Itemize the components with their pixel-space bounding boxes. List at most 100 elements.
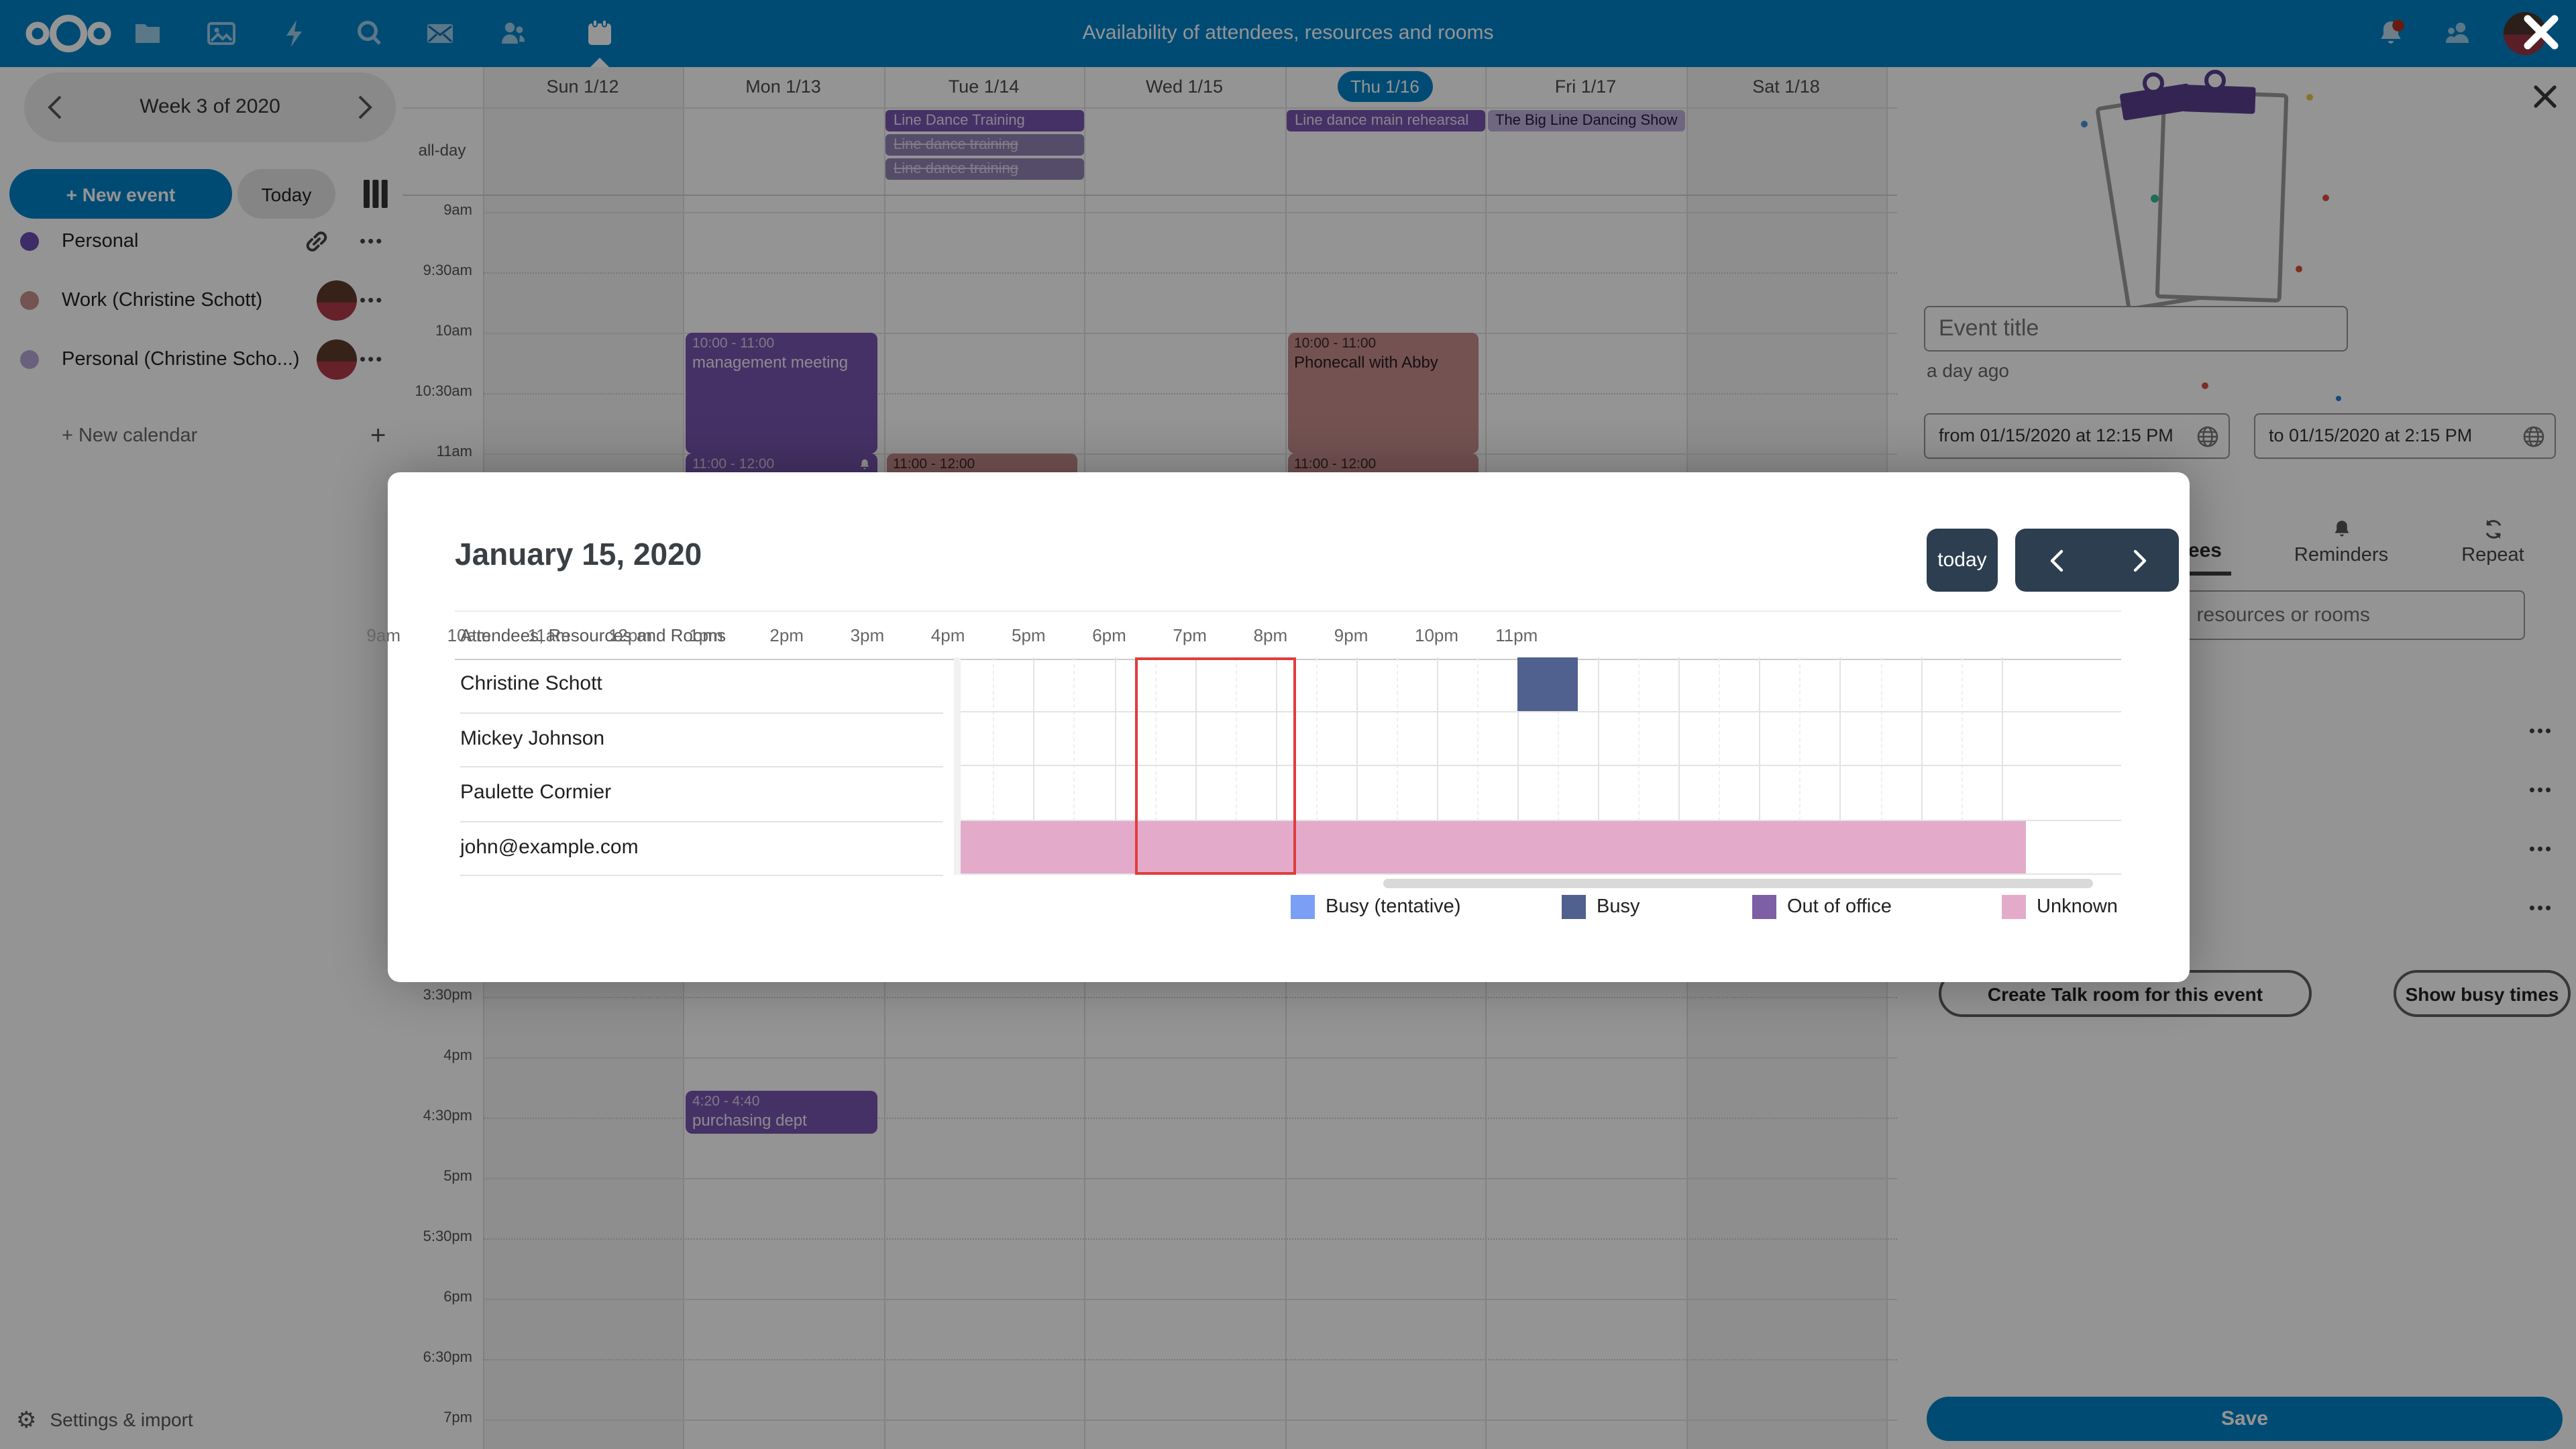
new-calendar-plus-icon[interactable]: + <box>370 421 386 451</box>
all-day-event[interactable]: Line Dance Training <box>885 110 1083 131</box>
hour-gridline <box>1114 657 1116 875</box>
half-hour-gridline <box>1638 657 1640 875</box>
contacts-menu-icon[interactable] <box>2442 17 2474 50</box>
previous-day-icon[interactable] <box>2045 547 2072 574</box>
previous-week-icon[interactable] <box>40 91 72 123</box>
horizontal-scrollbar[interactable] <box>1383 879 2093 888</box>
day-header[interactable]: Wed 1/15 <box>1145 76 1224 97</box>
all-day-event[interactable]: Line dance training <box>885 158 1083 180</box>
calendar-name: Personal (Christine Scho...) <box>62 349 300 370</box>
calendar-owner-avatar <box>317 280 357 321</box>
tab-reminders[interactable]: Reminders <box>2281 518 2402 566</box>
calendar-list-item[interactable]: Personal (Christine Scho...) ••• <box>0 330 402 389</box>
time-gutter-label: 10:30am <box>415 384 472 400</box>
event-time: 11:00 - 12:00 <box>692 456 775 472</box>
mail-icon[interactable] <box>424 17 456 50</box>
view-toggle-icon[interactable] <box>364 180 388 208</box>
calendar-event[interactable]: 10:00 - 11:00 Phonecall with Abby <box>1287 333 1479 453</box>
all-day-event[interactable]: Line dance training <box>885 134 1083 156</box>
week-label[interactable]: Week 3 of 2020 <box>140 95 280 118</box>
nextcloud-logo[interactable] <box>24 11 113 56</box>
share-link-icon[interactable] <box>301 225 333 258</box>
to-datetime-field[interactable]: to 01/15/2020 at 2:15 PM <box>2254 413 2556 459</box>
modal-today-button[interactable]: today <box>1927 529 1998 592</box>
confetti-dot <box>2336 396 2341 401</box>
last-modified-label: a day ago <box>1927 360 2009 381</box>
availability-timeline-grid[interactable] <box>961 657 2121 875</box>
calendar-list-item[interactable]: Work (Christine Schott) ••• <box>0 271 402 330</box>
timeline-tick-label: 11am <box>527 625 570 645</box>
contacts-icon[interactable] <box>496 17 529 50</box>
tab-repeat[interactable]: Repeat <box>2432 518 2553 566</box>
day-header[interactable]: Thu 1/16 <box>1285 67 1485 107</box>
search-icon[interactable] <box>353 17 385 50</box>
attendee-row-menu-icon[interactable]: ••• <box>2528 898 2554 918</box>
calendar-actions-menu-icon[interactable]: ••• <box>360 349 384 369</box>
selected-timeslot-outline[interactable] <box>1134 657 1296 875</box>
settings-import-button[interactable]: ⚙ Settings & import <box>16 1407 193 1433</box>
timezone-globe-icon[interactable] <box>2522 425 2545 448</box>
calendar-event[interactable]: 10:00 - 11:00 management meeting <box>686 333 877 453</box>
legend-swatch <box>1291 895 1315 919</box>
modal-date-title: January 15, 2020 <box>455 537 702 572</box>
hour-gridline <box>1759 657 1761 875</box>
hour-gridline <box>2001 657 2003 875</box>
calendar-list-item[interactable]: Personal ••• <box>0 212 402 271</box>
calendar-actions-menu-icon[interactable]: ••• <box>360 290 384 310</box>
timezone-globe-icon[interactable] <box>2196 425 2219 448</box>
hour-gridline <box>1678 657 1680 875</box>
time-gutter-label: 6:30pm <box>423 1350 472 1366</box>
new-event-button[interactable]: + New event <box>9 169 232 219</box>
attendee-name: Christine Schott <box>460 657 943 713</box>
day-header[interactable]: Tue 1/14 <box>948 76 1020 97</box>
calendar-name: Personal <box>62 231 139 252</box>
calendar-event[interactable]: 4:20 - 4:40 purchasing dept <box>686 1091 877 1134</box>
next-week-icon[interactable] <box>347 91 380 123</box>
day-header[interactable]: Sat 1/18 <box>1752 76 1820 97</box>
time-gridline <box>482 997 1896 998</box>
attendee-row-menu-icon[interactable]: ••• <box>2528 839 2554 859</box>
row-gridline <box>961 873 2121 875</box>
photos-icon[interactable] <box>205 17 237 50</box>
confetti-dot <box>2296 266 2302 272</box>
top-header-bar: Availability of attendees, resources and… <box>0 0 2576 68</box>
confetti-dot <box>2081 121 2088 127</box>
modal-close-icon[interactable] <box>2520 11 2563 54</box>
time-gridline <box>482 453 1896 455</box>
time-gridline <box>482 1057 1896 1059</box>
allday-top-border <box>402 107 1897 109</box>
legend-label: Out of office <box>1787 896 1892 918</box>
modal-day-navigation <box>2015 529 2179 592</box>
today-button[interactable]: Today <box>237 169 335 219</box>
calendar-icon[interactable] <box>584 17 616 50</box>
activity-icon[interactable] <box>279 17 311 50</box>
hour-gridline <box>1921 657 1922 875</box>
close-sidebar-icon[interactable] <box>2532 83 2559 110</box>
from-datetime-field[interactable]: from 01/15/2020 at 12:15 PM <box>1924 413 2230 459</box>
hour-gridline <box>1839 657 1841 875</box>
show-busy-times-button[interactable]: Show busy times <box>2394 970 2571 1017</box>
event-title-input[interactable] <box>1924 306 2348 352</box>
day-header[interactable]: Sun 1/12 <box>546 76 619 97</box>
availability-modal: January 15, 2020 today Attendees, Resour… <box>366 472 2190 982</box>
all-day-event[interactable]: The Big Line Dancing Show <box>1487 110 1685 131</box>
calendar-owner-avatar <box>317 339 357 380</box>
attendee-row-menu-icon[interactable]: ••• <box>2528 780 2554 800</box>
notifications-bell-icon[interactable] <box>2375 17 2407 50</box>
attendees-column-header: Attendees, Resources and Rooms <box>460 625 726 645</box>
calendar-actions-menu-icon[interactable]: ••• <box>360 231 384 251</box>
files-icon[interactable] <box>131 17 164 50</box>
hour-gridline <box>1275 657 1277 875</box>
row-gridline <box>961 765 2121 766</box>
save-button[interactable]: Save <box>1927 1397 2563 1441</box>
time-gutter-label: 5:30pm <box>423 1229 472 1245</box>
event-title: purchasing dept <box>692 1111 807 1130</box>
calendar-left-sidebar: Week 3 of 2020 + New event Today Persona… <box>0 67 402 1449</box>
confetti-dot <box>2322 195 2329 201</box>
all-day-event[interactable]: Line dance main rehearsal <box>1287 110 1485 131</box>
day-header[interactable]: Fri 1/17 <box>1554 76 1617 97</box>
next-day-icon[interactable] <box>2125 547 2152 574</box>
attendee-row-menu-icon[interactable]: ••• <box>2528 720 2554 741</box>
new-calendar-button[interactable]: + New calendar <box>62 425 198 447</box>
day-header[interactable]: Mon 1/13 <box>745 76 821 97</box>
